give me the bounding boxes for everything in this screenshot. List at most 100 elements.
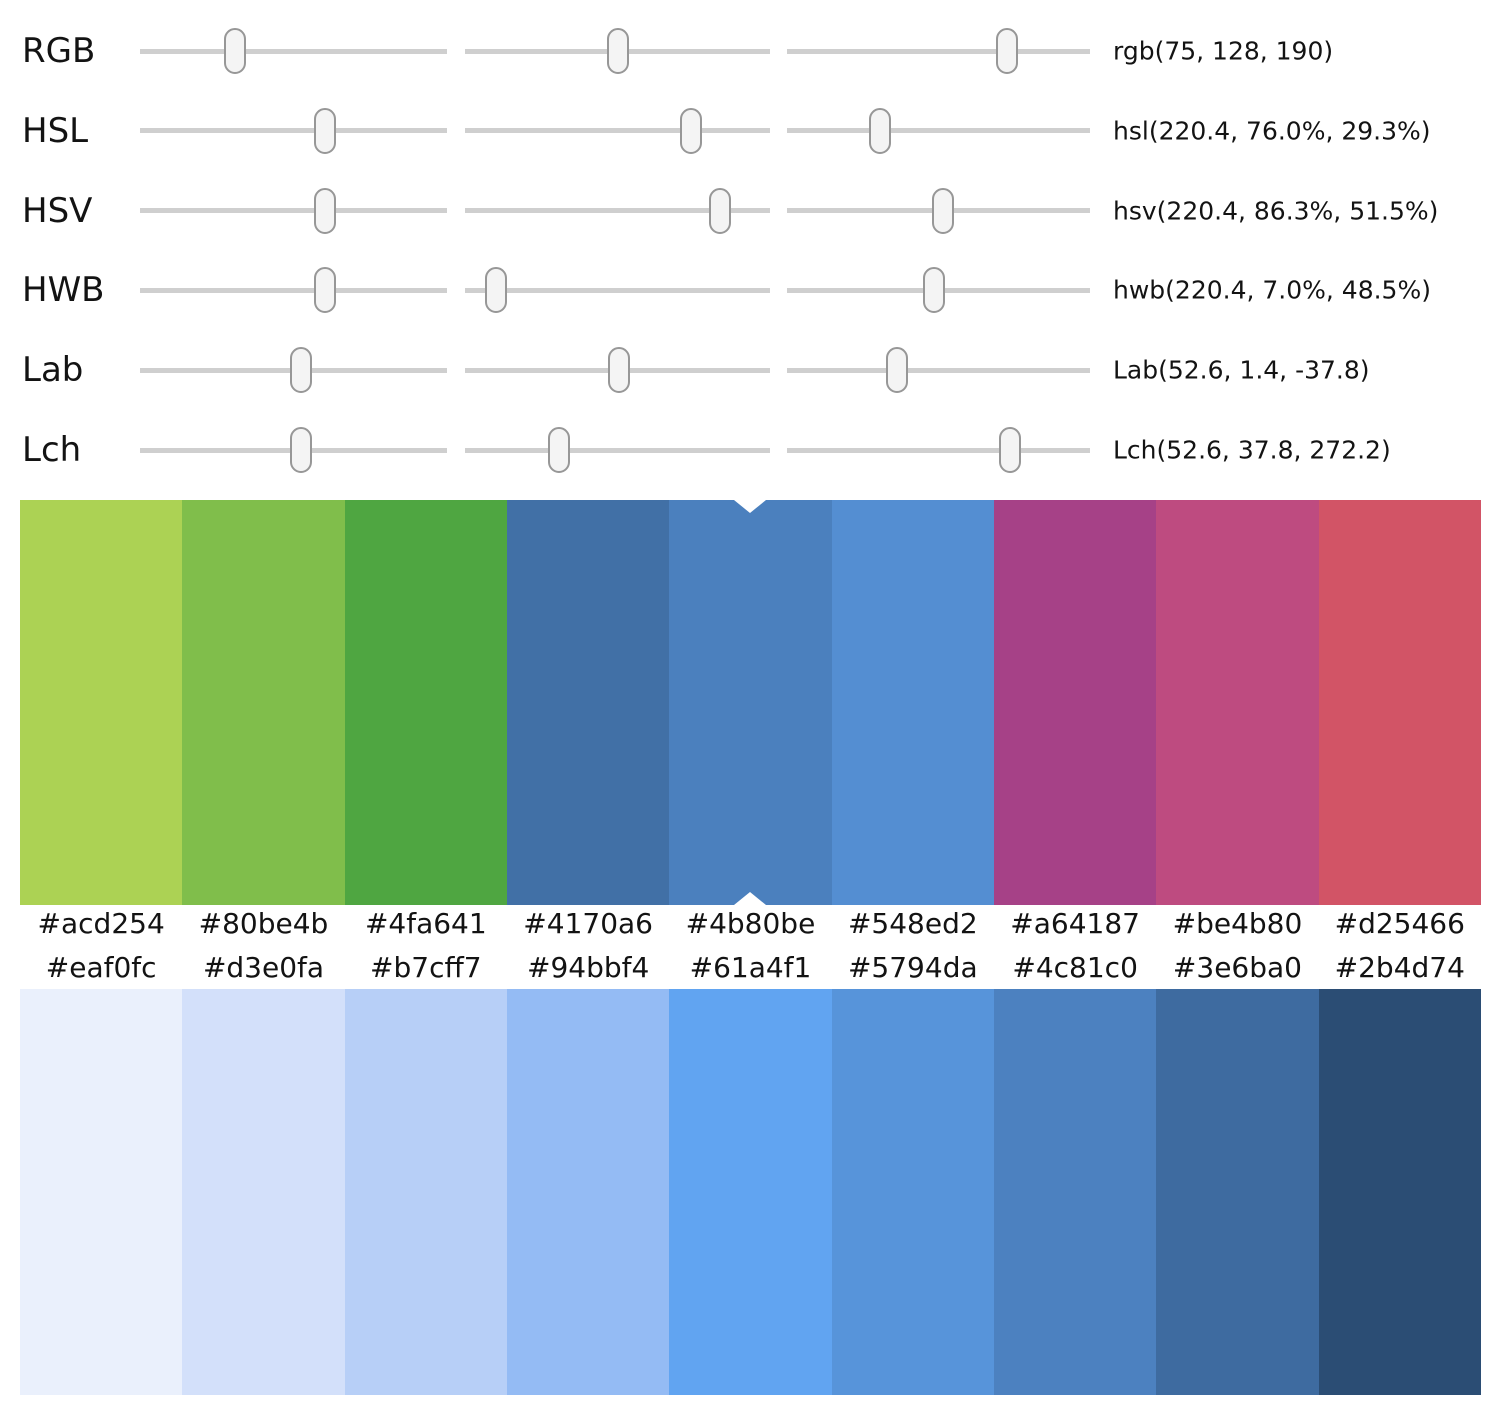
hex-code-label: #61a4f1 bbox=[689, 951, 812, 984]
hex-code-label: #acd254 bbox=[37, 907, 165, 940]
slider-track[interactable] bbox=[787, 342, 1090, 398]
slider-track[interactable] bbox=[787, 103, 1090, 159]
slider-track-line bbox=[787, 367, 1090, 373]
hex-code-label: #2b4d74 bbox=[1334, 951, 1465, 984]
slider-track[interactable] bbox=[140, 262, 447, 318]
color-swatch[interactable] bbox=[506, 500, 670, 905]
slider-track[interactable] bbox=[787, 422, 1090, 478]
slider-track[interactable] bbox=[465, 422, 770, 478]
slider-thumb[interactable] bbox=[996, 28, 1019, 74]
slider-track[interactable] bbox=[465, 342, 770, 398]
hex-code-label: #80be4b bbox=[198, 907, 329, 940]
slider-thumb[interactable] bbox=[869, 107, 892, 154]
slider-track[interactable] bbox=[140, 183, 447, 239]
slider-track-line bbox=[787, 447, 1090, 453]
hex-code-label: #94bbf4 bbox=[526, 951, 650, 984]
color-swatch[interactable] bbox=[1156, 989, 1319, 1395]
slider-track[interactable] bbox=[465, 103, 770, 159]
hex-code-label: #b7cff7 bbox=[370, 951, 482, 984]
color-value-text: Lch(52.6, 37.8, 272.2) bbox=[1113, 435, 1391, 465]
palette-hex-row: #acd254 #80be4b #4fa641 #4170a6 #4b80be #548e… bbox=[20, 904, 1481, 944]
slider-track-line bbox=[140, 208, 447, 214]
color-swatch[interactable] bbox=[20, 989, 183, 1395]
color-swatch[interactable] bbox=[1318, 989, 1481, 1395]
color-swatch[interactable] bbox=[993, 989, 1157, 1395]
slider-row: Lch Lch(52.6, 37.8, 272.2) bbox=[0, 422, 1501, 478]
slider-track-line bbox=[787, 48, 1090, 54]
hex-code-label: #4b80be bbox=[685, 907, 816, 940]
colorspace-label: Lch bbox=[22, 430, 82, 470]
slider-track[interactable] bbox=[140, 103, 447, 159]
slider-thumb[interactable] bbox=[607, 28, 630, 74]
colorspace-label: HSV bbox=[22, 190, 93, 231]
slider-thumb[interactable] bbox=[931, 187, 954, 234]
color-swatch[interactable] bbox=[831, 500, 994, 905]
slider-thumb[interactable] bbox=[223, 28, 246, 74]
slider-thumb[interactable] bbox=[548, 427, 571, 473]
slider-track[interactable] bbox=[140, 422, 447, 478]
slider-track[interactable] bbox=[787, 183, 1090, 239]
color-value-text: hsv(220.4, 86.3%, 51.5%) bbox=[1113, 196, 1439, 226]
slider-track[interactable] bbox=[465, 262, 770, 318]
slider-thumb[interactable] bbox=[608, 347, 631, 394]
slider-row: HSV hsv(220.4, 86.3%, 51.5%) bbox=[0, 183, 1501, 239]
selected-color-notch bbox=[734, 500, 767, 513]
hex-code-label: #5794da bbox=[847, 951, 978, 984]
slider-thumb[interactable] bbox=[314, 267, 337, 314]
color-swatch[interactable] bbox=[993, 500, 1157, 905]
slider-track[interactable] bbox=[465, 183, 770, 239]
hex-code-label: #eaf0fc bbox=[45, 951, 157, 984]
colorspace-label: HWB bbox=[22, 270, 105, 311]
hex-code-label: #548ed2 bbox=[847, 907, 978, 940]
slider-track[interactable] bbox=[140, 342, 447, 398]
slider-thumb[interactable] bbox=[289, 427, 312, 473]
palette-strip bbox=[20, 500, 1481, 905]
color-swatch[interactable] bbox=[344, 989, 507, 1395]
slider-track-line bbox=[465, 447, 770, 453]
color-swatch[interactable] bbox=[669, 989, 832, 1395]
color-swatch[interactable] bbox=[1318, 500, 1481, 905]
slider-row: HWB hwb(220.4, 7.0%, 48.5%) bbox=[0, 262, 1501, 318]
slider-thumb[interactable] bbox=[314, 187, 337, 234]
hex-code-label: #4170a6 bbox=[523, 907, 653, 940]
slider-track-line bbox=[140, 287, 447, 293]
slider-track-line bbox=[787, 128, 1090, 134]
slider-track-line bbox=[140, 48, 447, 54]
slider-thumb[interactable] bbox=[289, 347, 312, 394]
slider-thumb[interactable] bbox=[923, 267, 946, 314]
slider-thumb[interactable] bbox=[314, 107, 337, 154]
color-swatch[interactable] bbox=[506, 989, 670, 1395]
slider-track-line bbox=[465, 128, 770, 134]
slider-track[interactable] bbox=[787, 262, 1090, 318]
hex-code-label: #be4b80 bbox=[1172, 907, 1303, 940]
color-swatch[interactable] bbox=[344, 500, 507, 905]
color-swatch[interactable] bbox=[669, 500, 832, 905]
slider-thumb[interactable] bbox=[999, 427, 1022, 473]
color-value-text: rgb(75, 128, 190) bbox=[1113, 36, 1334, 66]
colorspace-label: HSL bbox=[22, 110, 89, 151]
hex-code-label: #a64187 bbox=[1010, 907, 1140, 940]
color-swatch[interactable] bbox=[182, 989, 345, 1395]
color-swatch[interactable] bbox=[1156, 500, 1319, 905]
shades-hex-row: #eaf0fc #d3e0fa #b7cff7 #94bbf4 #61a4f1 #5794… bbox=[20, 948, 1481, 988]
slider-row: Lab Lab(52.6, 1.4, -37.8) bbox=[0, 342, 1501, 398]
slider-thumb[interactable] bbox=[680, 107, 703, 154]
hex-code-label: #d3e0fa bbox=[202, 951, 325, 984]
slider-row: RGB rgb(75, 128, 190) bbox=[0, 23, 1501, 79]
slider-track[interactable] bbox=[465, 23, 770, 79]
color-swatch[interactable] bbox=[831, 989, 994, 1395]
slider-thumb[interactable] bbox=[885, 347, 908, 394]
colorspace-label: RGB bbox=[22, 31, 96, 71]
hex-code-label: #4c81c0 bbox=[1012, 951, 1138, 984]
selected-color-notch bbox=[734, 892, 767, 905]
color-swatch[interactable] bbox=[182, 500, 345, 905]
slider-thumb[interactable] bbox=[709, 187, 732, 234]
slider-track-line bbox=[140, 128, 447, 134]
slider-track-line bbox=[465, 287, 770, 293]
slider-track[interactable] bbox=[787, 23, 1090, 79]
color-swatch[interactable] bbox=[20, 500, 183, 905]
slider-track[interactable] bbox=[140, 23, 447, 79]
slider-thumb[interactable] bbox=[484, 267, 507, 314]
hex-code-label: #3e6ba0 bbox=[1172, 951, 1302, 984]
